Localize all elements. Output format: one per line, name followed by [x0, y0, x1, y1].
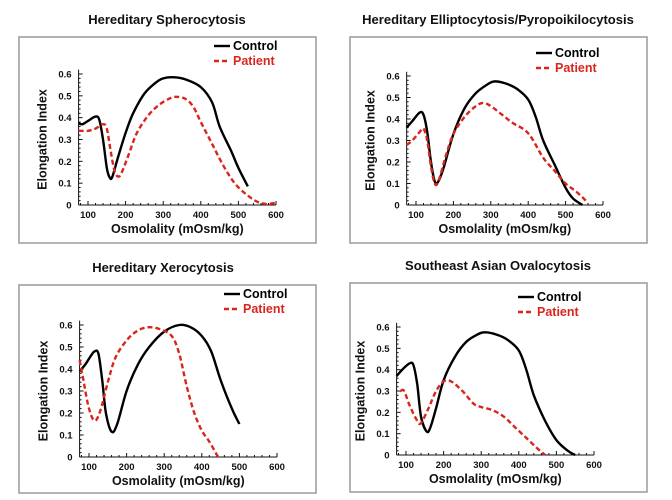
y-axis-label: Elongation Index	[36, 89, 50, 190]
x-tick-label: 300	[483, 210, 499, 221]
y-tick-label: 0.2	[58, 157, 71, 168]
x-tick-label: 600	[595, 210, 611, 221]
y-tick-label: 0.2	[386, 158, 399, 169]
series-line-control	[78, 323, 241, 434]
chart-panel-2: Hereditary Elliptocytosis/Pyropoikilocyt…	[349, 12, 648, 244]
panel-frame	[349, 282, 648, 493]
y-tick-label: 0.4	[386, 115, 400, 126]
x-tick-label: 200	[118, 210, 134, 221]
chart-title: Hereditary Spherocytosis	[88, 12, 246, 27]
series-line-patient	[78, 95, 277, 206]
y-axis-label: Elongation Index	[354, 341, 368, 442]
x-tick-label: 600	[268, 210, 284, 221]
x-tick-label: 200	[119, 462, 135, 473]
series-line-control	[395, 331, 576, 457]
y-tick-label: 0.6	[58, 70, 71, 81]
y-tick-label: 0.6	[386, 72, 399, 83]
panel-frame	[18, 284, 317, 494]
x-axis-label: Osmolality (mOsm/kg)	[112, 474, 245, 488]
series-line-control	[78, 76, 249, 187]
y-tick-label: 0	[66, 201, 71, 212]
x-axis-label: Osmolality (mOsm/kg)	[438, 222, 571, 236]
y-axis-label: Elongation Index	[37, 341, 51, 442]
y-tick-label: 0.2	[59, 409, 72, 420]
x-axis-label: Osmolality (mOsm/kg)	[111, 222, 244, 236]
y-tick-label: 0.6	[59, 321, 72, 332]
y-tick-label: 0	[384, 451, 389, 462]
x-tick-label: 400	[194, 462, 210, 473]
y-axis-label: Elongation Index	[364, 90, 378, 191]
chart-panel-3: Hereditary Xerocytosis 0 0.1 0.2 0.3 0.4 0.5 0.…	[18, 260, 317, 494]
x-tick-label: 400	[511, 460, 527, 471]
x-tick-label: 100	[408, 210, 424, 221]
y-tick-label: 0.3	[376, 387, 389, 398]
y-tick-label: 0.4	[376, 365, 390, 376]
legend-label-control: Control	[233, 39, 277, 53]
x-tick-label: 200	[436, 460, 452, 471]
y-tick-label: 0.5	[376, 344, 390, 355]
chart-panel-4: Southeast Asian Ovalocytosis 0 0.1 0.2 0.3 0.…	[349, 258, 648, 493]
y-tick-label: 0.1	[58, 179, 72, 190]
chart-title: Hereditary Elliptocytosis/Pyropoikilocyt…	[362, 12, 634, 27]
x-tick-label: 200	[445, 210, 461, 221]
y-tick-label: 0	[67, 453, 72, 464]
x-tick-label: 100	[398, 460, 414, 471]
y-tick-label: 0.6	[376, 323, 389, 334]
chart-title: Southeast Asian Ovalocytosis	[405, 258, 591, 273]
x-tick-label: 500	[230, 210, 246, 221]
x-tick-label: 100	[80, 210, 96, 221]
y-tick-label: 0.3	[58, 135, 71, 146]
series-line-patient	[399, 379, 546, 456]
series-line-control	[405, 80, 584, 206]
y-tick-label: 0.2	[376, 408, 389, 419]
series-line-patient	[78, 325, 220, 458]
y-tick-label: 0.4	[58, 113, 72, 124]
y-tick-label: 0.5	[386, 93, 400, 104]
x-tick-label: 300	[155, 210, 171, 221]
y-tick-label: 0.1	[386, 179, 400, 190]
series-line-patient	[405, 101, 589, 204]
x-tick-label: 300	[156, 462, 172, 473]
legend-label-patient: Patient	[537, 305, 580, 319]
y-tick-label: 0.3	[386, 136, 399, 147]
x-tick-label: 400	[193, 210, 209, 221]
x-tick-label: 100	[81, 462, 97, 473]
y-tick-label: 0.3	[59, 387, 72, 398]
chart-title: Hereditary Xerocytosis	[92, 260, 234, 275]
chart-panel-1: Hereditary Spherocytosis 0 0.1 0.2 0.3 0.4 0.5…	[18, 12, 317, 244]
y-tick-label: 0.4	[59, 365, 73, 376]
legend-label-control: Control	[537, 290, 581, 304]
x-tick-label: 500	[231, 462, 247, 473]
x-tick-label: 500	[548, 460, 564, 471]
legend-label-patient: Patient	[233, 54, 276, 68]
x-axis-label: Osmolality (mOsm/kg)	[429, 472, 562, 486]
legend-label-patient: Patient	[555, 61, 598, 75]
y-tick-label: 0	[394, 201, 399, 212]
y-tick-label: 0.1	[59, 431, 73, 442]
x-tick-label: 600	[269, 462, 285, 473]
y-tick-label: 0.5	[58, 91, 72, 102]
panel-frame	[349, 36, 648, 244]
legend-label-control: Control	[243, 287, 287, 301]
x-tick-label: 300	[473, 460, 489, 471]
y-tick-label: 0.5	[59, 343, 73, 354]
legend-label-control: Control	[555, 46, 599, 60]
legend-label-patient: Patient	[243, 302, 286, 316]
x-tick-label: 400	[520, 210, 536, 221]
panel-frame	[18, 36, 317, 244]
x-tick-label: 500	[558, 210, 574, 221]
y-tick-label: 0.1	[376, 429, 390, 440]
x-tick-label: 600	[586, 460, 602, 471]
